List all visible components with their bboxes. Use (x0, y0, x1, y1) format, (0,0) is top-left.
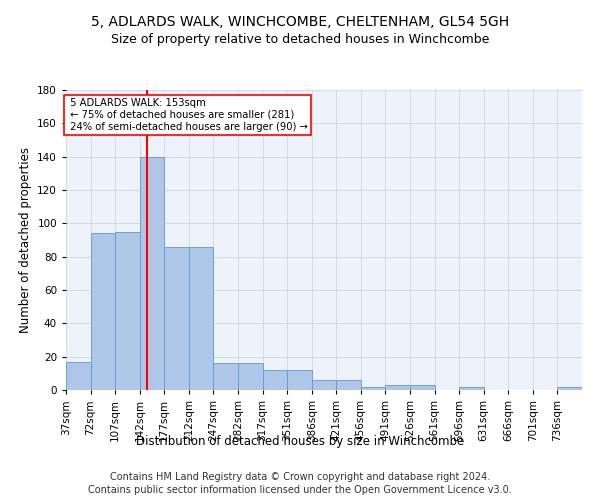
Bar (312, 380, 336, 390)
Bar (361, 386, 385, 390)
Bar (557, 386, 582, 390)
Bar (140, 156, 164, 390)
Bar (459, 386, 484, 390)
Bar (336, 380, 361, 390)
Bar (164, 246, 189, 390)
Bar (91, 234, 115, 390)
Text: Contains public sector information licensed under the Open Government Licence v3: Contains public sector information licen… (88, 485, 512, 495)
Bar (410, 385, 434, 390)
Bar (263, 370, 287, 390)
Text: 5, ADLARDS WALK, WINCHCOMBE, CHELTENHAM, GL54 5GH: 5, ADLARDS WALK, WINCHCOMBE, CHELTENHAM,… (91, 15, 509, 29)
Y-axis label: Number of detached properties: Number of detached properties (19, 147, 32, 333)
Bar (287, 370, 312, 390)
Text: Contains HM Land Registry data © Crown copyright and database right 2024.: Contains HM Land Registry data © Crown c… (110, 472, 490, 482)
Text: 5 ADLARDS WALK: 153sqm
 ← 75% of detached houses are smaller (281)
 24% of semi-: 5 ADLARDS WALK: 153sqm ← 75% of detached… (67, 98, 308, 132)
Bar (214, 364, 238, 390)
Bar (189, 246, 214, 390)
Bar (385, 385, 410, 390)
Bar (238, 364, 263, 390)
Bar (66, 362, 91, 390)
Text: Size of property relative to detached houses in Winchcombe: Size of property relative to detached ho… (111, 32, 489, 46)
Bar (115, 232, 140, 390)
Text: Distribution of detached houses by size in Winchcombe: Distribution of detached houses by size … (136, 435, 464, 448)
